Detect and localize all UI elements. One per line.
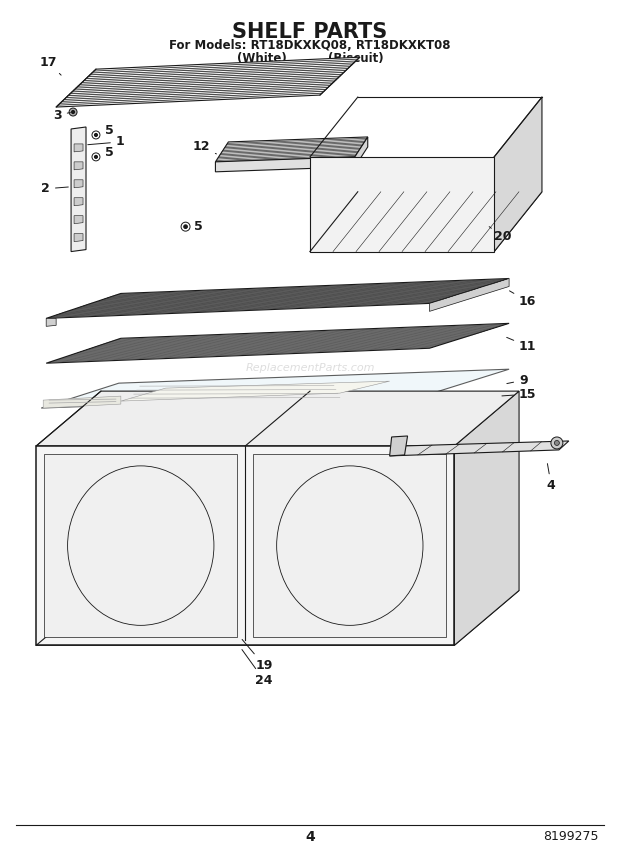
- Text: 8199275: 8199275: [543, 830, 599, 843]
- Text: 24: 24: [242, 650, 273, 687]
- Text: 4: 4: [305, 829, 315, 844]
- Text: 19: 19: [242, 639, 273, 672]
- Text: SHELF PARTS: SHELF PARTS: [232, 22, 388, 42]
- Circle shape: [551, 437, 563, 449]
- Polygon shape: [74, 234, 83, 241]
- Text: 15: 15: [502, 388, 536, 401]
- Polygon shape: [74, 198, 83, 205]
- Text: 9: 9: [507, 374, 528, 387]
- Text: 5: 5: [193, 220, 202, 233]
- Circle shape: [71, 110, 74, 114]
- Text: (White)          (Biscuit): (White) (Biscuit): [237, 52, 383, 65]
- Polygon shape: [355, 137, 368, 167]
- Polygon shape: [494, 97, 542, 252]
- Text: 20: 20: [489, 227, 511, 243]
- Circle shape: [94, 156, 97, 158]
- Polygon shape: [253, 454, 446, 638]
- Polygon shape: [215, 137, 368, 162]
- Circle shape: [554, 441, 559, 445]
- Text: 12: 12: [193, 140, 216, 154]
- Text: 5: 5: [105, 146, 113, 159]
- Polygon shape: [74, 162, 83, 169]
- Text: 16: 16: [510, 291, 536, 308]
- Text: For Models: RT18DKXKQ08, RT18DKXKT08: For Models: RT18DKXKQ08, RT18DKXKT08: [169, 39, 451, 52]
- Circle shape: [184, 225, 187, 229]
- Polygon shape: [215, 157, 355, 172]
- Text: 17: 17: [39, 56, 61, 75]
- Text: 1: 1: [88, 135, 125, 148]
- Polygon shape: [36, 391, 519, 446]
- Polygon shape: [46, 318, 56, 326]
- Text: 3: 3: [53, 109, 70, 122]
- Polygon shape: [430, 278, 509, 312]
- Text: ReplacementParts.com: ReplacementParts.com: [246, 363, 374, 373]
- Polygon shape: [36, 591, 519, 645]
- Polygon shape: [74, 144, 83, 152]
- Polygon shape: [310, 157, 494, 252]
- Circle shape: [69, 108, 77, 116]
- Text: 2: 2: [41, 182, 68, 195]
- Text: 5: 5: [105, 124, 113, 138]
- Polygon shape: [71, 127, 86, 252]
- Polygon shape: [389, 436, 407, 456]
- Polygon shape: [56, 57, 360, 107]
- Polygon shape: [74, 180, 83, 187]
- Polygon shape: [74, 216, 83, 223]
- Polygon shape: [43, 396, 121, 408]
- Circle shape: [94, 134, 97, 136]
- Polygon shape: [44, 454, 237, 638]
- Text: 11: 11: [507, 337, 536, 353]
- Text: 4: 4: [547, 464, 556, 492]
- Polygon shape: [46, 278, 509, 318]
- Polygon shape: [121, 381, 389, 401]
- Polygon shape: [36, 446, 454, 645]
- Polygon shape: [454, 391, 519, 645]
- Polygon shape: [389, 441, 569, 456]
- Polygon shape: [41, 369, 509, 408]
- Polygon shape: [310, 192, 542, 252]
- Polygon shape: [46, 324, 509, 363]
